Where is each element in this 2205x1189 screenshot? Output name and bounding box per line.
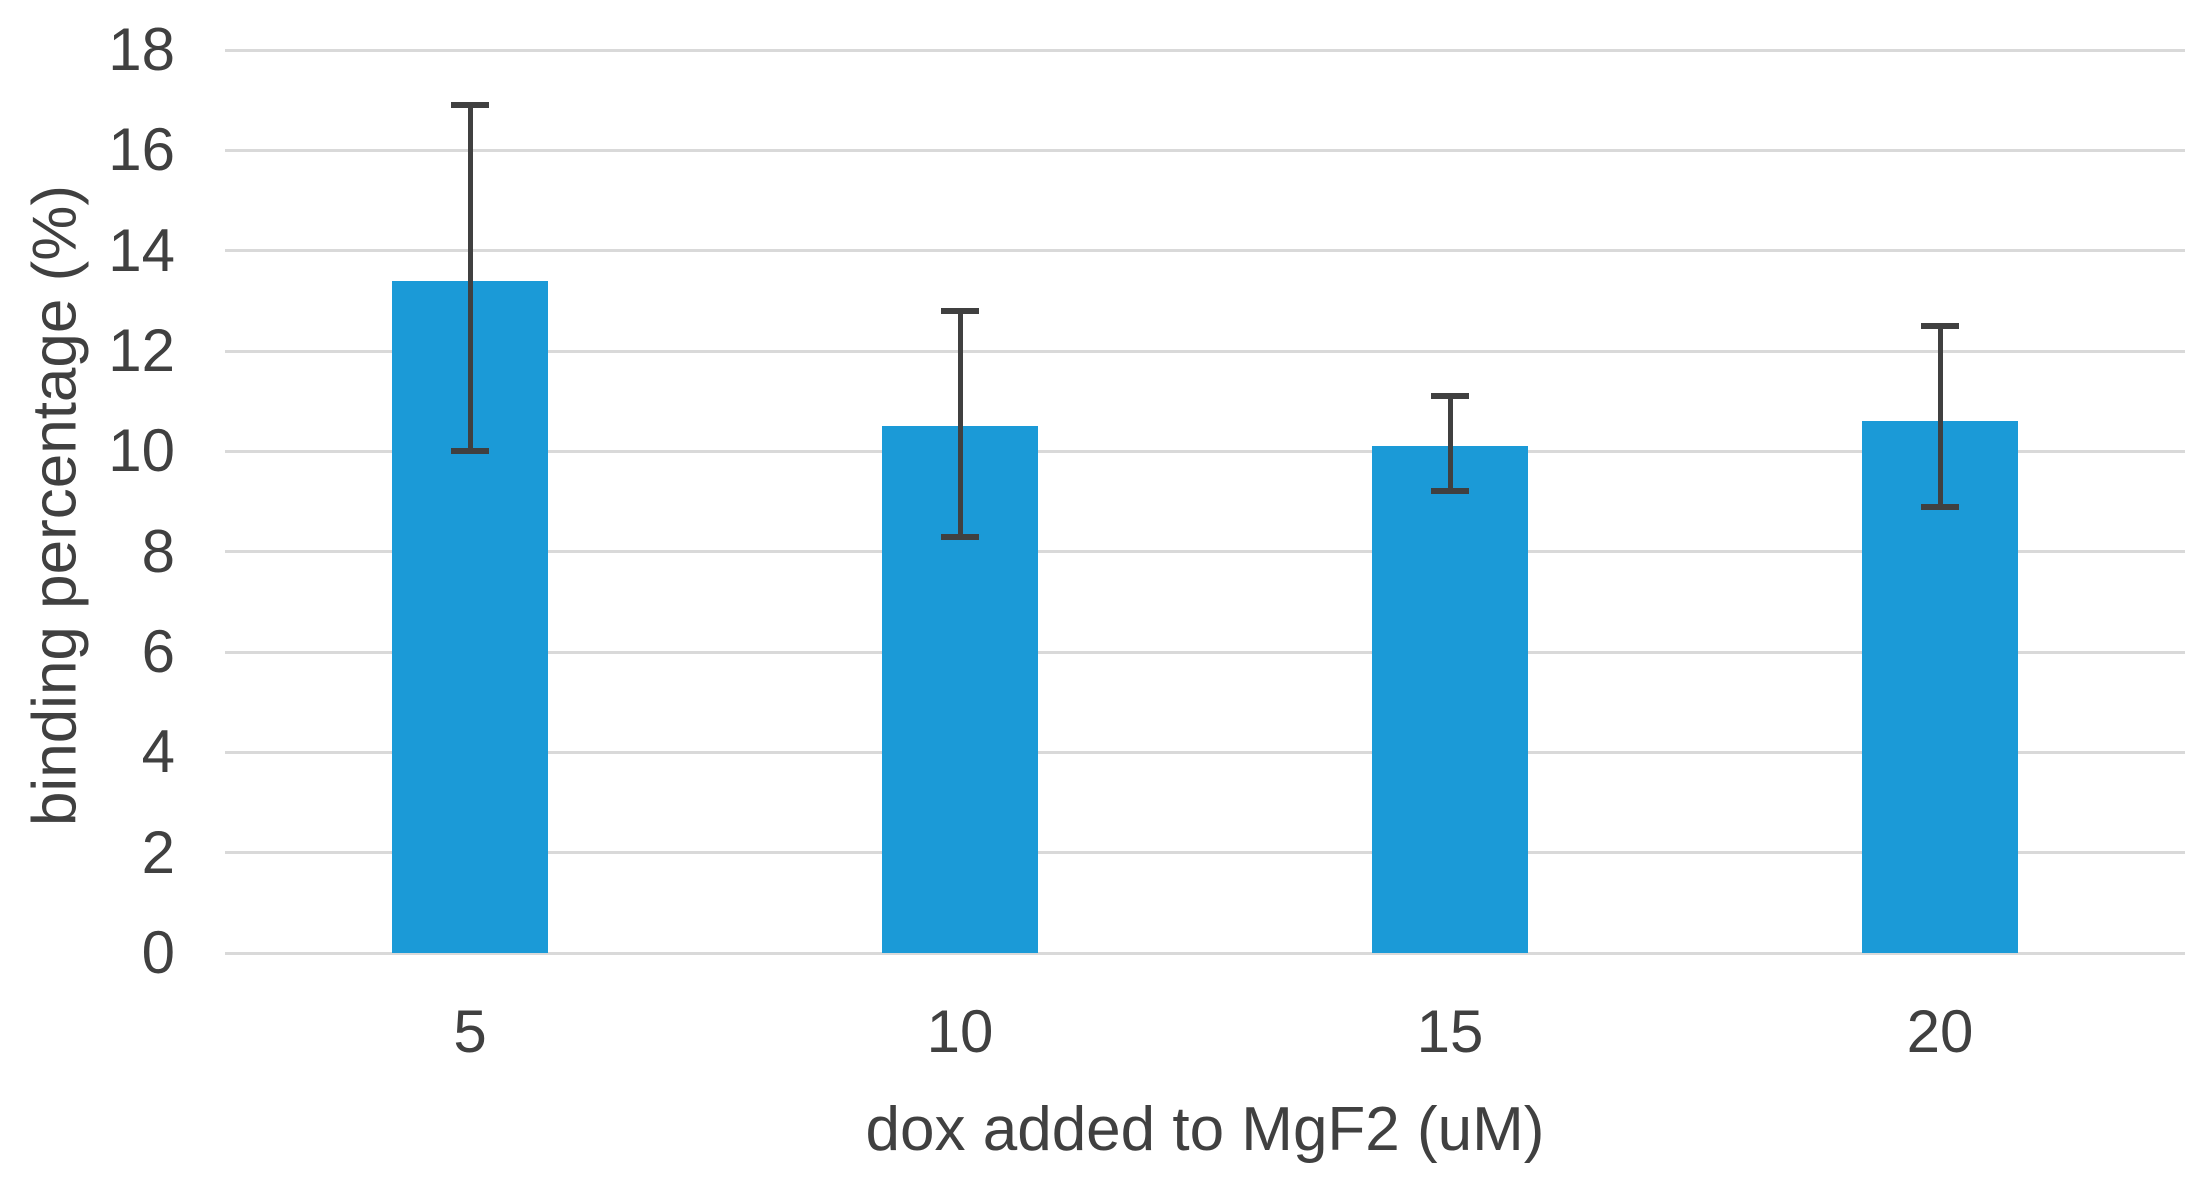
x-axis-title: dox added to MgF2 (uM) (865, 1095, 1545, 1164)
y-tick-label: 10 (108, 417, 175, 485)
gridline-y-0 (225, 951, 2185, 955)
gridline-y-10 (225, 449, 2185, 453)
error-bar-cap-top (1921, 322, 1959, 329)
error-bar-cap-top (1431, 393, 1469, 400)
y-tick-label: 16 (108, 116, 175, 184)
x-tick-label: 20 (1906, 998, 1974, 1065)
error-bar-cap-bottom (451, 448, 489, 455)
y-tick-label: 8 (141, 517, 175, 585)
gridline-y-8 (225, 550, 2185, 554)
error-bar (1447, 396, 1453, 492)
y-tick-label: 4 (141, 718, 175, 786)
error-bar-cap-top (941, 307, 979, 314)
gridline-y-16 (225, 148, 2185, 152)
error-bar-cap-bottom (1431, 488, 1469, 495)
gridline-y-18 (225, 48, 2185, 52)
gridline-y-4 (225, 750, 2185, 754)
y-tick-label: 18 (108, 16, 175, 83)
error-bar (957, 310, 963, 537)
gridline-y-2 (225, 851, 2185, 855)
x-tick-label: 10 (926, 998, 994, 1065)
error-bar-cap-bottom (1921, 503, 1959, 510)
x-tick-label: 5 (453, 998, 487, 1065)
x-tick-label: 15 (1416, 998, 1484, 1065)
error-bar-cap-top (451, 102, 489, 109)
error-bar (1937, 325, 1943, 507)
y-tick-label: 14 (108, 216, 175, 284)
bar (1372, 446, 1528, 953)
y-tick-label: 2 (141, 818, 175, 886)
gridline-y-14 (225, 249, 2185, 253)
error-bar-cap-bottom (941, 533, 979, 540)
y-tick-label: 6 (141, 618, 175, 685)
error-bar (467, 105, 473, 452)
y-tick-label: 12 (108, 317, 175, 384)
bar (1862, 421, 2018, 953)
y-tick-label: 0 (141, 919, 175, 986)
gridline-y-6 (225, 650, 2185, 654)
gridline-y-12 (225, 349, 2185, 353)
